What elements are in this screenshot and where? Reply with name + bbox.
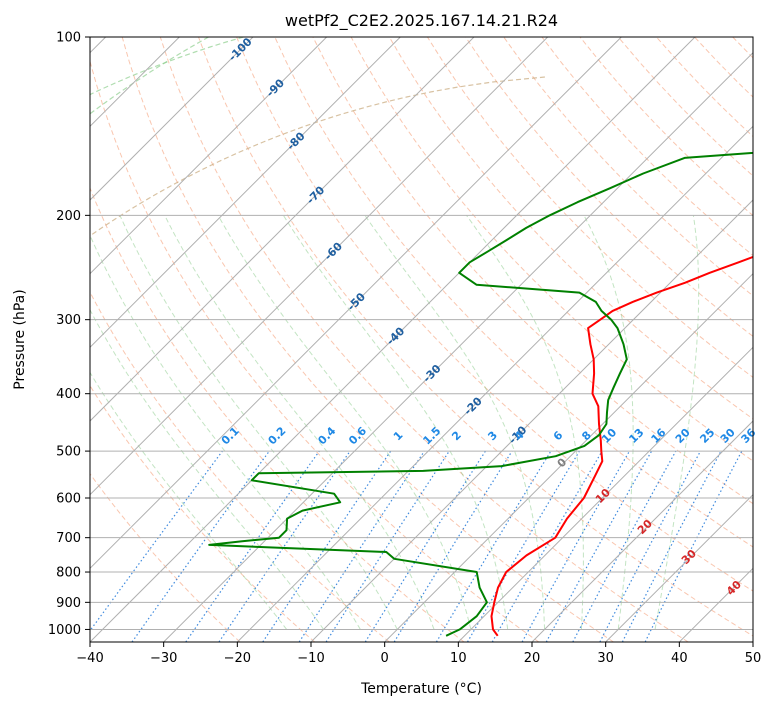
dewpoint-profile — [208, 151, 753, 637]
dry-adiabat — [90, 384, 316, 642]
moist-adiabat — [119, 215, 398, 630]
isotherm-line — [531, 420, 753, 642]
x-tick-label: 50 — [745, 651, 762, 666]
mixing-ratio-line — [218, 450, 351, 642]
mixing-ratio-line — [521, 450, 631, 642]
profiles — [208, 151, 753, 637]
y-axis-ticks: 1000 900 800 700 600 500 400 300 200 100 — [48, 31, 90, 638]
mixing-ratio-line — [262, 450, 392, 642]
x-tick-label: 10 — [450, 651, 467, 666]
dry-adiabat — [274, 37, 753, 548]
dry-adiabat — [121, 37, 614, 642]
mixing-ratio-line — [545, 450, 653, 642]
moist-adiabat — [90, 308, 324, 630]
isotherm-line — [752, 641, 753, 642]
chart-title: wetPf2_C2E2.2025.167.14.21.R24 — [285, 11, 558, 31]
dry-adiabat — [236, 37, 753, 592]
y-tick-label: 1000 — [48, 623, 81, 638]
dry-adiabat — [426, 37, 753, 378]
x-tick-label: −30 — [150, 651, 177, 666]
isotherm-line — [90, 37, 549, 496]
y-tick-label: 600 — [56, 492, 81, 507]
mixing-ratio-line — [393, 450, 513, 642]
mixing-ratio-line — [185, 450, 320, 642]
y-tick-label: 100 — [56, 31, 81, 46]
x-axis-label: Temperature (°C) — [360, 681, 482, 697]
dry-adiabat — [90, 59, 540, 642]
x-tick-label: 40 — [671, 651, 688, 666]
isotherm-line — [310, 199, 753, 642]
isotherm-line — [90, 37, 254, 201]
mixing-ratio-line — [325, 450, 450, 642]
mixing-ratio-line — [644, 450, 743, 642]
x-tick-label: 20 — [524, 651, 541, 666]
dry-adiabat — [90, 472, 241, 642]
y-tick-label: 700 — [56, 531, 81, 546]
isotherm-line — [90, 37, 328, 275]
isotherm-line — [457, 346, 753, 642]
isotherm-line — [605, 493, 753, 642]
isotherm-line — [90, 37, 401, 349]
isotherm-line — [163, 51, 753, 642]
arc-line — [90, 76, 545, 237]
plot-frame — [89, 36, 754, 643]
y-axis-label: Pressure (hPa) — [12, 289, 28, 389]
x-axis-ticks: −40 −30 −20 −10 0 10 20 30 40 50 — [76, 642, 761, 666]
x-tick-label: 0 — [381, 651, 389, 666]
dry-adiabat — [90, 291, 390, 642]
isotherm-line — [90, 37, 475, 422]
y-tick-label: 400 — [56, 387, 81, 402]
y-tick-label: 800 — [56, 566, 81, 581]
isotherm-line — [236, 125, 753, 642]
x-tick-label: −10 — [297, 651, 324, 666]
dry-adiabat — [198, 37, 753, 637]
dry-adiabat — [503, 37, 753, 297]
dry-adiabat — [159, 37, 689, 642]
y-tick-label: 500 — [56, 445, 81, 460]
y-tick-label: 200 — [56, 209, 81, 224]
mixing-ratio-line — [572, 450, 677, 642]
dry-adiabat — [350, 37, 753, 462]
y-tick-label: 900 — [56, 596, 81, 611]
isotherm-line — [90, 37, 622, 570]
moist-adiabat — [217, 215, 472, 630]
isotherm-line — [90, 37, 696, 642]
isotherm-line — [384, 272, 753, 642]
grid-lines — [90, 37, 753, 642]
mixing-ratio-line — [90, 450, 223, 632]
y-tick-label: 300 — [56, 313, 81, 328]
mixing-ratio-line — [131, 450, 270, 642]
x-tick-label: −40 — [76, 651, 103, 666]
mixing-ratio-line — [298, 450, 425, 642]
x-tick-label: −20 — [224, 651, 251, 666]
plot-area — [90, 37, 753, 642]
x-tick-label: 30 — [597, 651, 614, 666]
